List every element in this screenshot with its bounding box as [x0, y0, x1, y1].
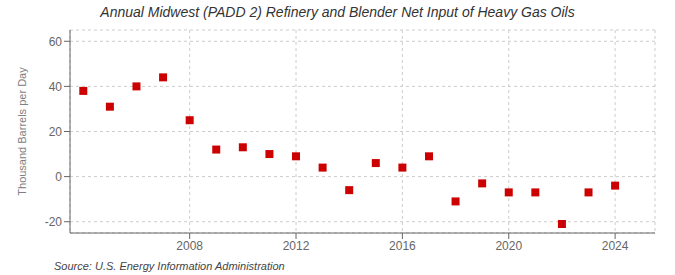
- svg-text:0: 0: [55, 170, 62, 184]
- svg-text:20: 20: [49, 125, 63, 139]
- svg-text:40: 40: [49, 80, 63, 94]
- svg-text:2020: 2020: [495, 239, 522, 253]
- svg-text:2012: 2012: [283, 239, 310, 253]
- svg-text:2008: 2008: [176, 239, 203, 253]
- html-text:Source: U.S. Energy Informatio: Source: U.S. Energy Information Administ…: [54, 260, 285, 272]
- svg-text:-20: -20: [45, 215, 63, 229]
- svg-text:2024: 2024: [602, 239, 629, 253]
- svg-text:2016: 2016: [389, 239, 416, 253]
- svg-text:Thousand Barrels per Day: Thousand Barrels per Day: [16, 67, 28, 196]
- svg-text:60: 60: [49, 35, 63, 49]
- html-text:Annual Midwest (PADD 2) Refine: Annual Midwest (PADD 2) Refinery and Ble…: [100, 4, 575, 20]
